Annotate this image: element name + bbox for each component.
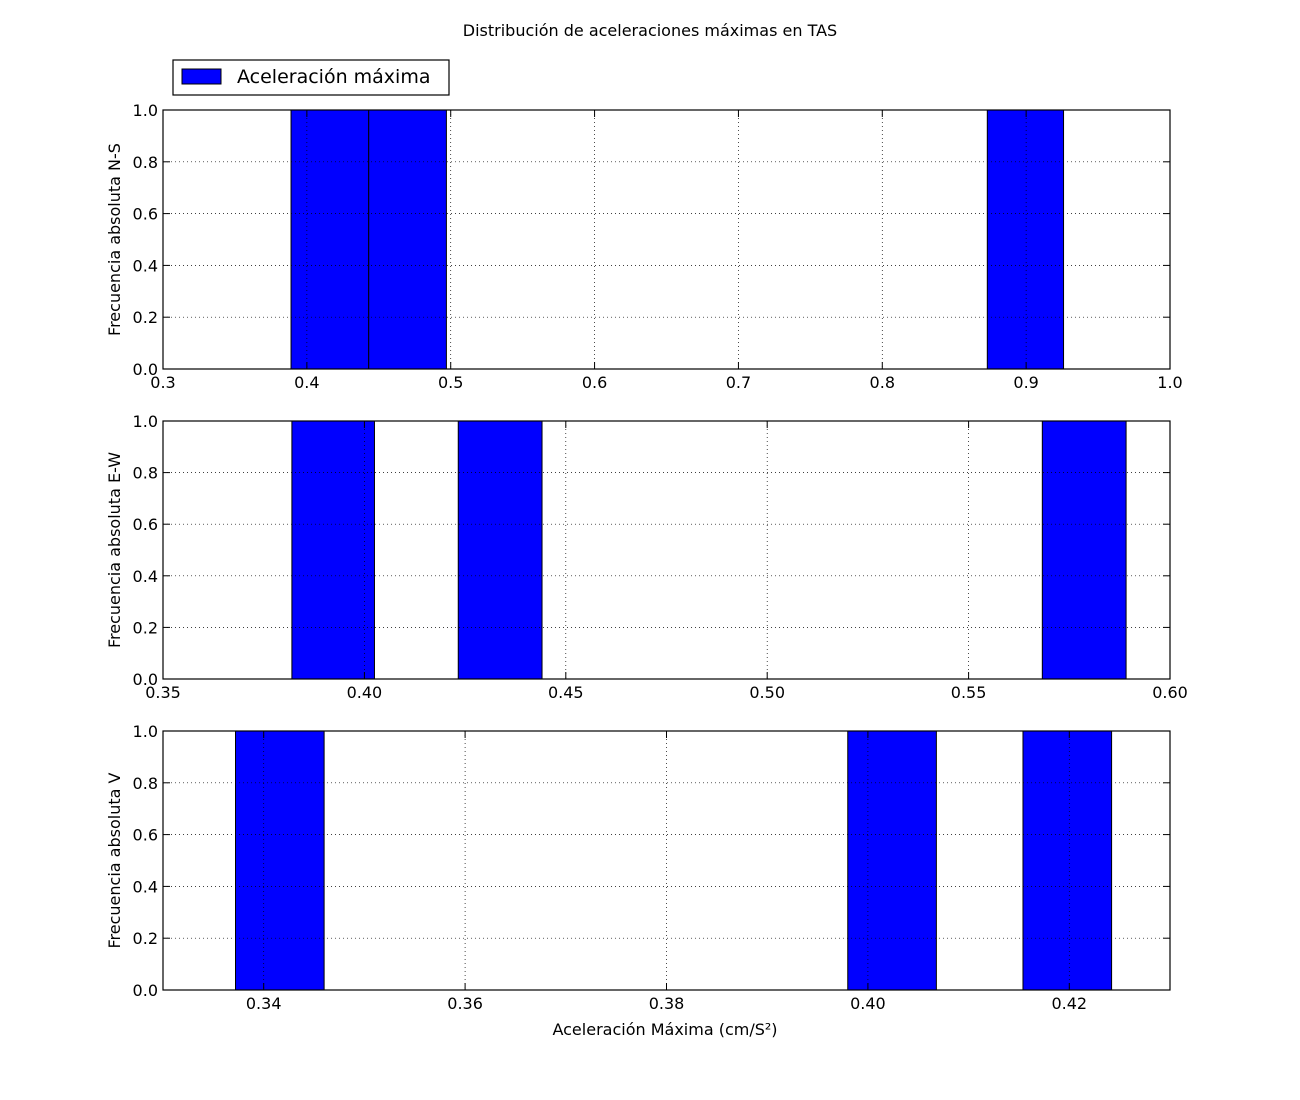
y-tick-label-2-1: 0.0 xyxy=(133,670,158,689)
bar-3-3 xyxy=(1022,730,1113,991)
x-tick-label-3-1: 0.34 xyxy=(246,994,282,1013)
x-tick-label-3-5: 0.42 xyxy=(1051,994,1087,1013)
x-tick-label-1-7: 0.9 xyxy=(1013,373,1038,392)
x-tick-label-2-5: 0.55 xyxy=(951,683,987,702)
y-tick-label-2-4: 0.6 xyxy=(133,515,158,534)
y-tick-label-3-4: 0.6 xyxy=(133,826,158,845)
subplot-1: 0.3 0.4 0.5 0.6 0.7 0.8 0.9 1.0 0.0 0.2 0.4 0.6 0.8 1… xyxy=(105,101,1183,392)
x-tick-label-1-8: 1.0 xyxy=(1157,373,1182,392)
subplot-3: 0.34 0.36 0.38 0.40 0.42 0.0 0.2 0.4 0.6 0.8 1.0 Fr… xyxy=(105,722,1171,1013)
bar-1-1 xyxy=(290,109,370,370)
x-tick-label-3-4: 0.40 xyxy=(850,994,886,1013)
y-tick-label-1-2: 0.2 xyxy=(133,308,158,327)
y-tick-label-3-1: 0.0 xyxy=(133,981,158,1000)
x-tick-label-1-4: 0.6 xyxy=(582,373,607,392)
bar-2-1 xyxy=(291,420,375,680)
bar-3-2 xyxy=(847,730,937,991)
x-axis-label: Aceleración Máxima (cm/S²) xyxy=(552,1020,777,1039)
axes-frame-2 xyxy=(162,420,1171,680)
y-tick-label-2-6: 1.0 xyxy=(133,412,158,431)
legend: Aceleración máxima xyxy=(172,59,450,96)
chart-title: Distribución de aceleraciones máximas en… xyxy=(463,21,837,40)
y-tick-label-3-2: 0.2 xyxy=(133,929,158,948)
x-tick-label-1-2: 0.4 xyxy=(294,373,319,392)
x-tick-label-3-3: 0.38 xyxy=(649,994,685,1013)
x-tick-label-2-3: 0.45 xyxy=(548,683,584,702)
bar-3-1 xyxy=(235,730,325,991)
x-tick-label-2-4: 0.50 xyxy=(749,683,785,702)
x-tick-label-3-2: 0.36 xyxy=(447,994,483,1013)
x-tick-label-1-5: 0.7 xyxy=(726,373,751,392)
y-tick-label-2-5: 0.8 xyxy=(133,464,158,483)
x-tick-label-2-6: 0.60 xyxy=(1152,683,1188,702)
y-tick-label-2-3: 0.4 xyxy=(133,567,158,586)
y-axis-label-3: Frecuencia absoluta V xyxy=(105,772,124,948)
legend-label: Aceleración máxima xyxy=(237,66,430,88)
y-axis-label-2: Frecuencia absoluta E-W xyxy=(105,452,124,648)
bar-1-2 xyxy=(368,109,447,370)
y-axis-label-1: Frecuencia absoluta N-S xyxy=(105,143,124,336)
y-tick-label-3-3: 0.4 xyxy=(133,877,158,896)
y-tick-label-2-2: 0.2 xyxy=(133,618,158,637)
axes-frame-1 xyxy=(162,109,1171,370)
subplot-2: 0.35 0.40 0.45 0.50 0.55 0.60 0.0 0.2 0.4 0.6 0.8 1… xyxy=(105,412,1188,702)
y-tick-label-1-1: 0.0 xyxy=(133,360,158,379)
x-tick-label-2-1: 0.35 xyxy=(145,683,181,702)
y-tick-label-1-3: 0.4 xyxy=(133,256,158,275)
x-tick-label-2-2: 0.40 xyxy=(347,683,383,702)
x-tick-label-1-1: 0.3 xyxy=(150,373,175,392)
y-tick-label-3-6: 1.0 xyxy=(133,722,158,741)
y-tick-label-1-5: 0.8 xyxy=(133,153,158,172)
bar-2-3 xyxy=(1041,420,1127,680)
y-tick-label-3-5: 0.8 xyxy=(133,774,158,793)
x-tick-label-1-6: 0.8 xyxy=(870,373,895,392)
bar-2-2 xyxy=(457,420,543,680)
x-tick-label-1-3: 0.5 xyxy=(438,373,463,392)
y-tick-label-1-4: 0.6 xyxy=(133,205,158,224)
legend-swatch xyxy=(181,68,222,85)
bar-1-3 xyxy=(986,109,1065,370)
y-tick-label-1-6: 1.0 xyxy=(133,101,158,120)
